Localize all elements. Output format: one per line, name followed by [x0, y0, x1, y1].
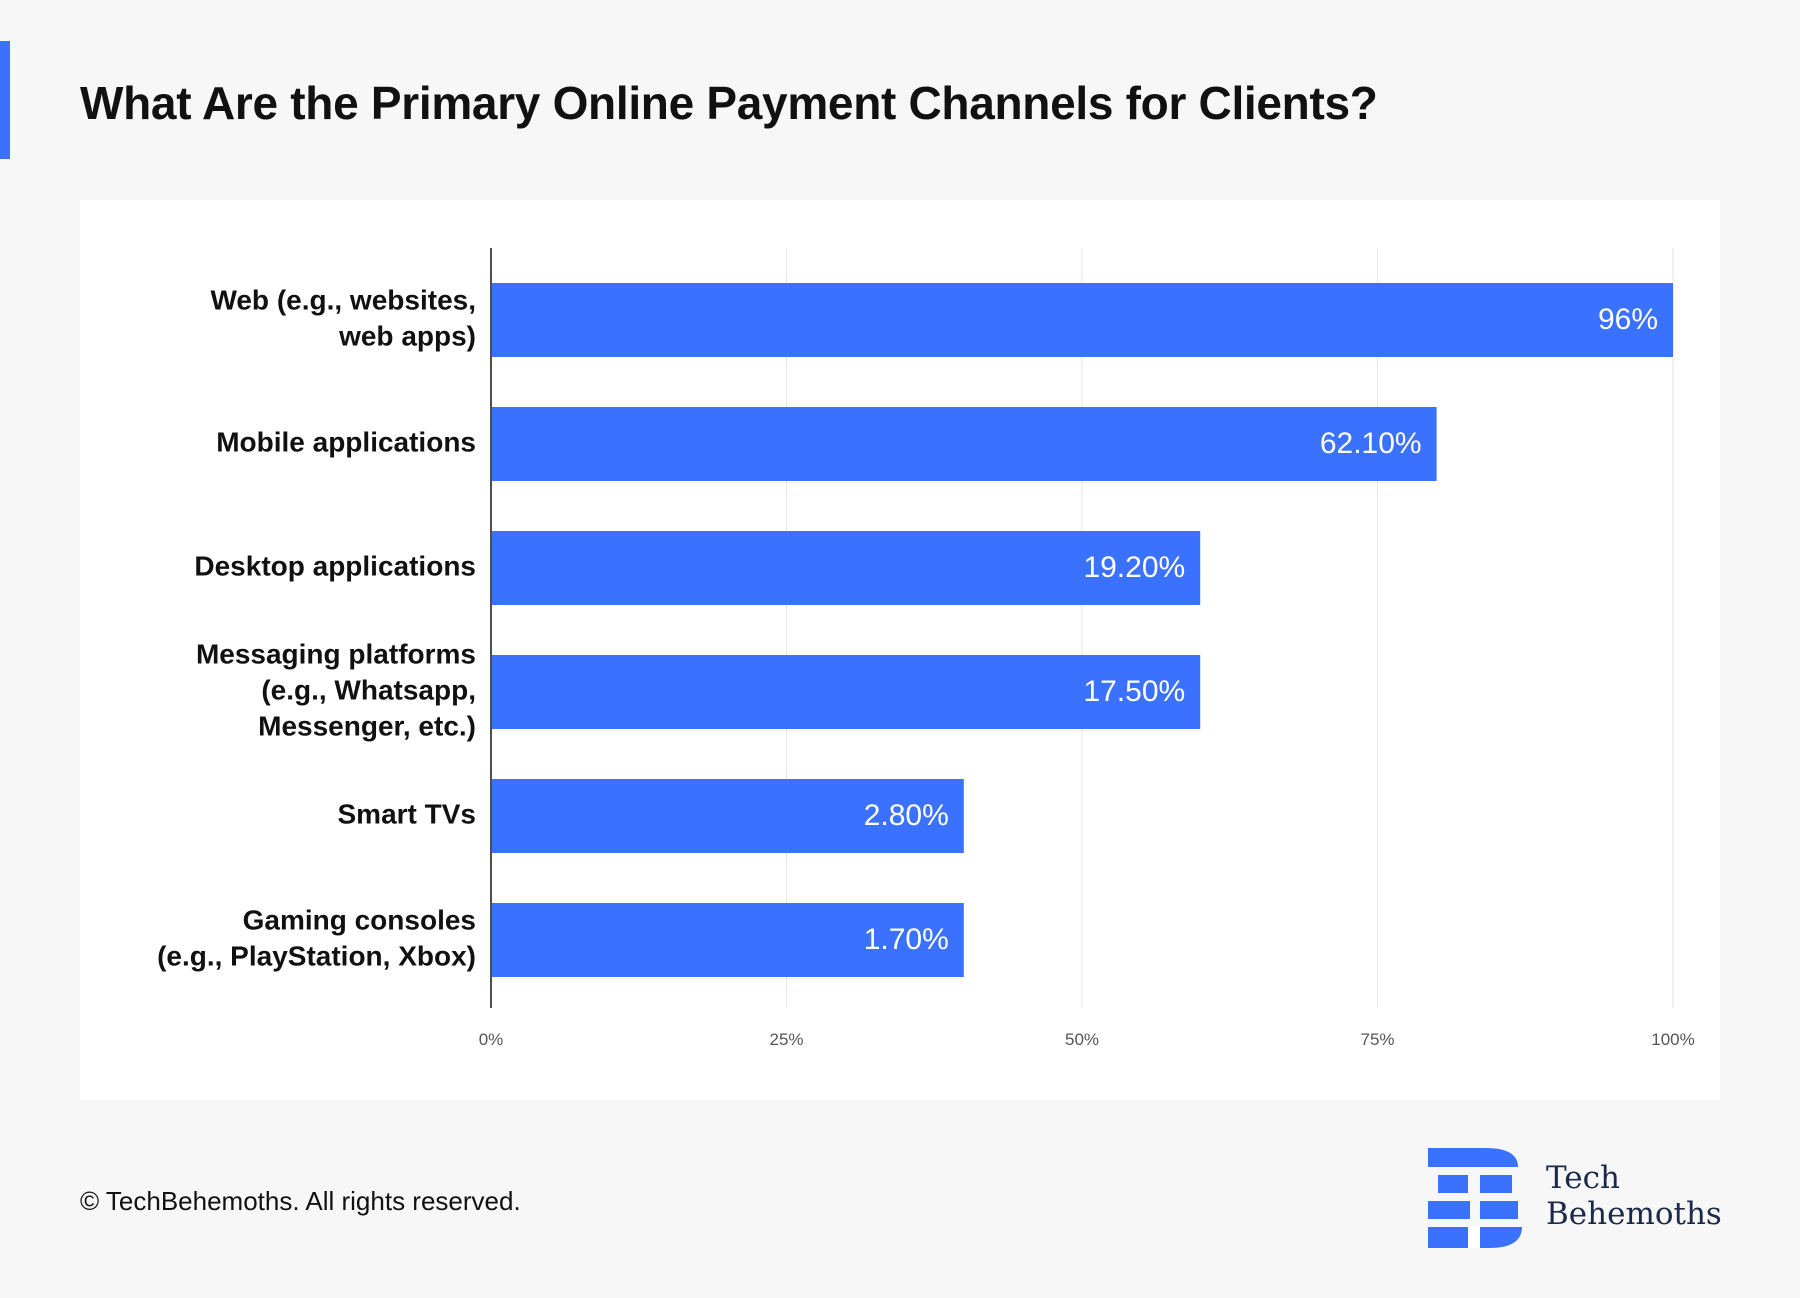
category-label: Smart TVs	[338, 798, 477, 829]
x-tick-label: 50%	[1065, 1030, 1099, 1049]
bar	[492, 531, 1201, 605]
bar	[492, 903, 964, 977]
x-tick-label: 25%	[769, 1030, 803, 1049]
category-label: Gaming consoles	[243, 904, 476, 935]
brand-name-line-1: Tech	[1546, 1160, 1620, 1196]
bar-value-label: 2.80%	[864, 799, 949, 832]
category-label: Messenger, etc.)	[258, 710, 476, 741]
bar-value-label: 1.70%	[864, 923, 949, 956]
copyright-text: © TechBehemoths. All rights reserved.	[80, 1186, 521, 1216]
bar	[492, 407, 1437, 481]
bar	[492, 283, 1673, 357]
category-label: Messaging platforms	[196, 638, 476, 669]
x-tick-label: 100%	[1651, 1030, 1694, 1049]
x-tick-label: 75%	[1360, 1030, 1394, 1049]
title-accent-bar	[0, 41, 10, 159]
brand-name-line-2: Behemoths	[1546, 1196, 1722, 1232]
category-label: (e.g., PlayStation, Xbox)	[157, 940, 476, 971]
bar-chart: 0% 25% 50% 75% 100% 96% Web (e.g., websites, we…	[157, 248, 1695, 1049]
x-tick-label: 0%	[479, 1030, 504, 1049]
bar-value-label: 96%	[1598, 303, 1658, 336]
category-label: Mobile applications	[216, 426, 476, 457]
category-label: Web (e.g., websites,	[210, 284, 476, 315]
techbehemoths-logo-icon	[1428, 1148, 1522, 1248]
bar-value-label: 62.10%	[1320, 427, 1422, 460]
category-label: Desktop applications	[194, 550, 476, 581]
bar-value-label: 19.20%	[1083, 551, 1185, 584]
bar	[492, 779, 964, 853]
category-label: web apps)	[338, 320, 476, 351]
chart-panel: 0% 25% 50% 75% 100% 96% Web (e.g., websites, we…	[80, 200, 1720, 1100]
category-label: (e.g., Whatsapp,	[261, 674, 476, 705]
brand-name: Tech Behemoths	[1546, 1160, 1722, 1232]
bar	[492, 655, 1201, 729]
chart-title: What Are the Primary Online Payment Chan…	[80, 77, 1378, 129]
bar-value-label: 17.50%	[1083, 675, 1185, 708]
